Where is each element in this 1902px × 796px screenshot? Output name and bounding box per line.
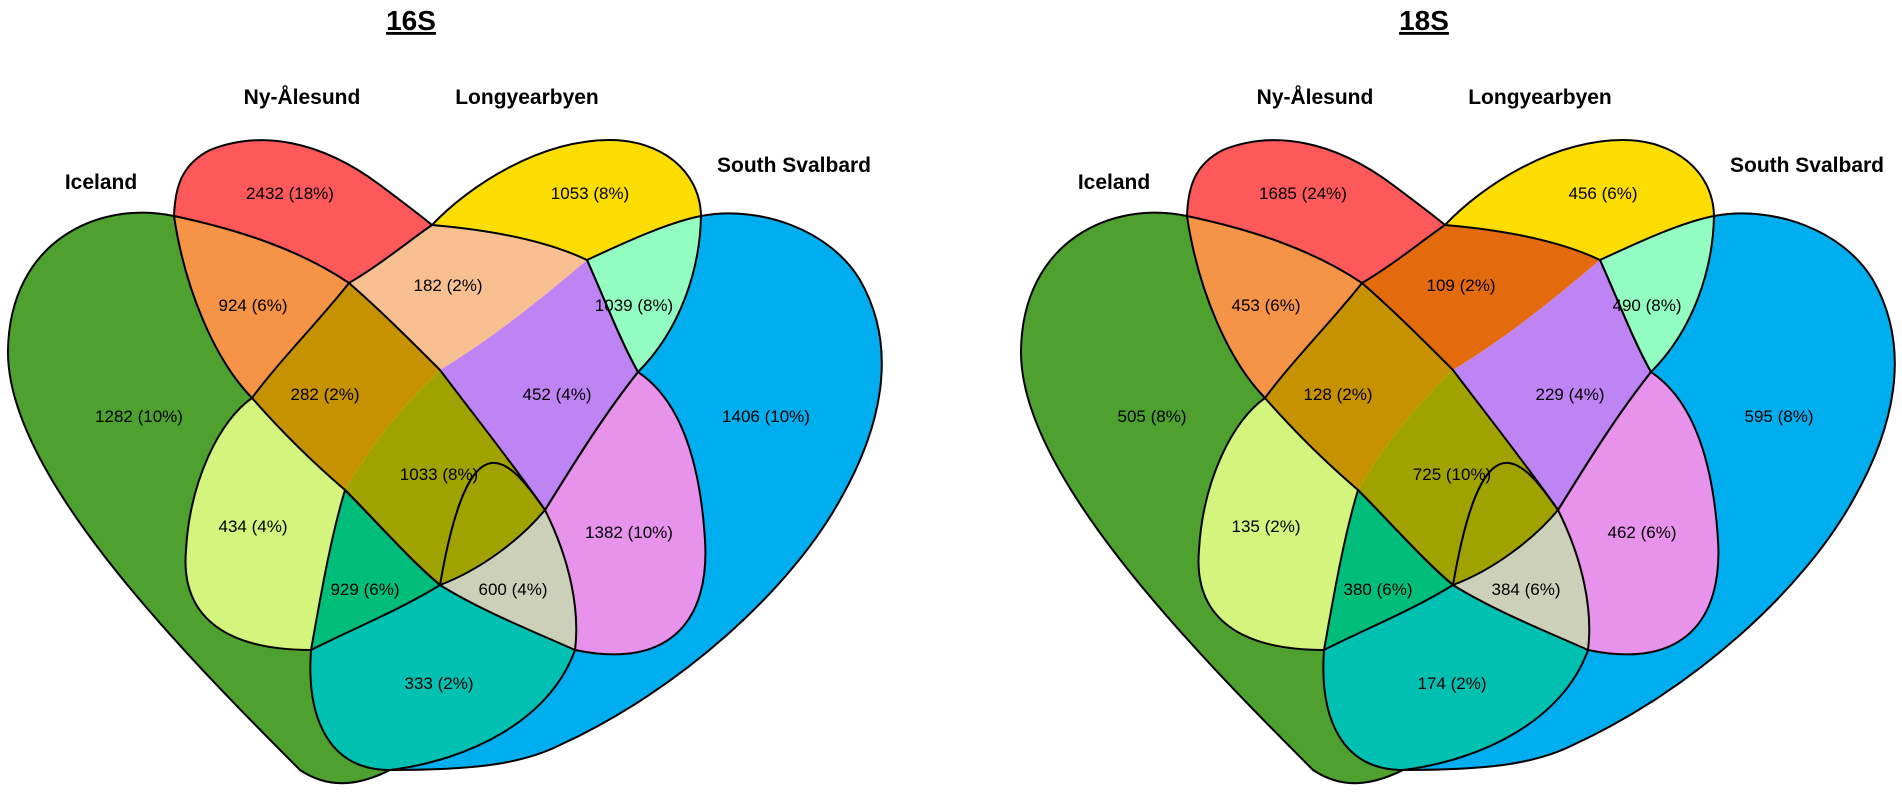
region-count: 434 (4%): [219, 517, 288, 536]
region-count: 1039 (8%): [595, 296, 673, 315]
region-iceland-ny-alesund-longyearbyen: [252, 283, 440, 490]
region-count: 333 (2%): [405, 674, 474, 693]
set-label-longyearbyen: Longyearbyen: [455, 86, 599, 109]
region-count: 452 (4%): [523, 385, 592, 404]
region-count: 128 (2%): [1304, 385, 1373, 404]
region-iceland-longyearbyen-south-svalbard: [311, 490, 440, 650]
region-count: 1053 (8%): [551, 184, 629, 203]
region-iceland: [1020, 212, 1403, 784]
region-count: 182 (2%): [414, 276, 483, 295]
region-count: 595 (8%): [1745, 407, 1814, 426]
region-ny-alesund-longyearbyen: [1362, 225, 1600, 370]
set-label-south-svalbard: South Svalbard: [1730, 154, 1884, 177]
set-label-ny-alesund: Ny-Ålesund: [244, 85, 361, 109]
region-count: 456 (6%): [1569, 184, 1638, 203]
region-count: 174 (2%): [1418, 674, 1487, 693]
region-count: 1685 (24%): [1259, 184, 1347, 203]
region-all-four: [345, 370, 545, 585]
region-iceland-south-svalbard: [310, 585, 575, 770]
region-iceland-ny-alesund: [1187, 216, 1362, 398]
region-count: 600 (4%): [479, 580, 548, 599]
region-count: 725 (10%): [1413, 465, 1491, 484]
region-count: 384 (6%): [1492, 580, 1561, 599]
venn-diagram-18s: 18S Iceland Ny-Ålesund Longyearbyen Sout…: [1019, 5, 1896, 785]
region-count: 2432 (18%): [246, 184, 334, 203]
region-count: 1282 (10%): [95, 407, 183, 426]
panel-title: 18S: [1399, 5, 1449, 36]
region-ny-alesund-south-svalbard: [1558, 372, 1719, 655]
venn-diagram-16s: 16S Iceland Ny-Ålesund Longyearbyen Sout…: [6, 5, 883, 785]
region-count: 109 (2%): [1427, 276, 1496, 295]
set-label-iceland: Iceland: [65, 171, 137, 194]
set-label-iceland: Iceland: [1078, 171, 1150, 194]
region-count: 135 (2%): [1232, 517, 1301, 536]
region-ny-alesund-longyearbyen-south-svalbard: [440, 260, 638, 510]
region-count: 1406 (10%): [722, 407, 810, 426]
outline-south-svalbard: [309, 212, 883, 772]
region-ny-alesund: [174, 140, 432, 283]
region-count: 453 (6%): [1232, 296, 1301, 315]
set-label-south-svalbard: South Svalbard: [717, 154, 871, 177]
region-count: 462 (6%): [1608, 523, 1677, 542]
set-label-ny-alesund: Ny-Ålesund: [1257, 85, 1374, 109]
region-south-svalbard: [1403, 213, 1895, 771]
region-count: 1033 (8%): [400, 465, 478, 484]
venn-panel-18s: 18S Iceland Ny-Ålesund Longyearbyen Sout…: [1013, 0, 1902, 796]
venn-panel-16s: 16S Iceland Ny-Ålesund Longyearbyen Sout…: [6, 5, 883, 785]
region-count: 490 (8%): [1613, 296, 1682, 315]
outline-iceland: [6, 211, 578, 785]
region-iceland-longyearbyen: [185, 398, 345, 650]
region-iceland-ny-alesund-longyearbyen: [1265, 283, 1453, 490]
region-longyearbyen-south-svalbard: [1600, 216, 1714, 372]
region-count: 282 (2%): [291, 385, 360, 404]
region-ny-alesund-south-svalbard: [545, 372, 706, 655]
region-ny-alesund-longyearbyen-south-svalbard: [1453, 260, 1651, 510]
region-all-four: [1358, 370, 1558, 585]
region-count: 229 (4%): [1536, 385, 1605, 404]
region-south-svalbard: [390, 213, 882, 771]
panel-title: 16S: [386, 5, 436, 36]
region-count: 929 (6%): [331, 580, 400, 599]
region-longyearbyen-south-svalbard: [587, 216, 701, 372]
region-iceland-longyearbyen: [1198, 398, 1358, 650]
region-iceland-south-svalbard: [1323, 585, 1588, 770]
region-ny-alesund-longyearbyen: [349, 225, 587, 370]
region-longyearbyen: [1445, 140, 1714, 260]
region-longyearbyen: [432, 140, 701, 260]
region-count: 924 (6%): [219, 296, 288, 315]
region-iceland-longyearbyen-south-svalbard: [1324, 490, 1453, 650]
region-ny-alesund: [1187, 140, 1445, 283]
region-count: 1382 (10%): [585, 523, 673, 542]
region-iceland-ny-alesund-south-svalbard: [1453, 510, 1590, 650]
outline-iceland: [1019, 211, 1591, 785]
outline-ny-alesund: [172, 139, 707, 656]
region-count: 505 (8%): [1118, 407, 1187, 426]
outline-south-svalbard: [1322, 212, 1896, 772]
region-iceland-ny-alesund-south-svalbard: [440, 510, 577, 650]
outline-ny-alesund: [1185, 139, 1720, 656]
region-iceland-ny-alesund: [174, 216, 349, 398]
region-iceland: [7, 212, 391, 784]
set-label-longyearbyen: Longyearbyen: [1468, 86, 1612, 109]
region-count: 380 (6%): [1344, 580, 1413, 599]
